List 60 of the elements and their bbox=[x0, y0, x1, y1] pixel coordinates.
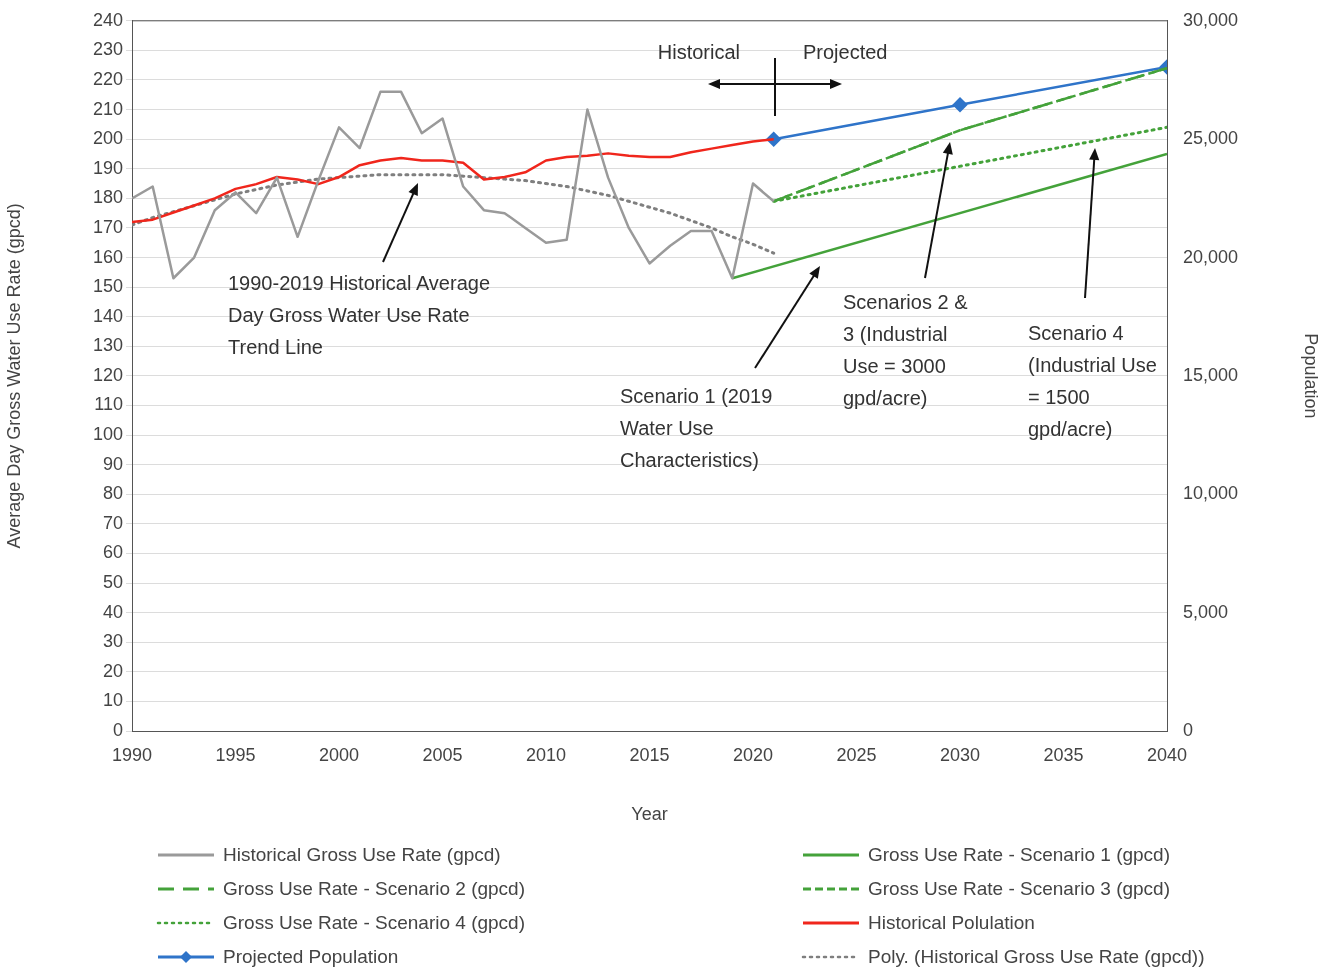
legend-label: Projected Population bbox=[223, 946, 399, 968]
y-tick-label: 10 bbox=[102, 690, 123, 711]
legend-label: Gross Use Rate - Scenario 3 (gpcd) bbox=[868, 878, 1171, 900]
annotation: 1990-2019 Historical Average Day Gross Water Use Rate Trend Line bbox=[228, 271, 492, 360]
y-tick-label: 190 bbox=[92, 157, 123, 178]
y-tick-label: 90 bbox=[102, 453, 123, 474]
legend-label: Historical Polulation bbox=[868, 912, 1035, 934]
y2-tick-label: 10,000 bbox=[1183, 483, 1239, 504]
legend-label: Poly. (Historical Gross Use Rate (gpcd)) bbox=[868, 946, 1205, 968]
y-tick-label: 80 bbox=[102, 483, 123, 504]
y-tick-label: 60 bbox=[102, 542, 123, 563]
annotation: Scenario 1 (2019 Water Use Characteristics) bbox=[620, 384, 774, 473]
y2-tick-label: 20,000 bbox=[1183, 246, 1239, 267]
y-tick-label: 160 bbox=[92, 246, 123, 267]
annotation: Scenarios 2 & 3 (Industrial Use = 3000 gpd/acre) bbox=[843, 290, 969, 411]
y-tick-label: 70 bbox=[102, 512, 123, 533]
legend-label: Gross Use Rate - Scenario 2 (gpcd) bbox=[223, 878, 526, 900]
legend-label: Gross Use Rate - Scenario 1 (gpcd) bbox=[868, 844, 1171, 866]
y-tick-label: 0 bbox=[112, 719, 123, 740]
x-tick-label: 2000 bbox=[318, 744, 360, 765]
y-tick-label: 130 bbox=[92, 335, 123, 356]
y-tick-label: 140 bbox=[92, 305, 123, 326]
y-tick-label: 110 bbox=[94, 394, 123, 415]
x-tick-label: 1990 bbox=[111, 744, 153, 765]
y-tick-label: 40 bbox=[102, 601, 123, 622]
annotation: Scenario 4 (Industrial Use = 1500 gpd/acre) bbox=[1028, 321, 1158, 442]
y2-axis-title: Population bbox=[1301, 333, 1322, 419]
y-tick-label: 210 bbox=[92, 98, 123, 119]
x-tick-label: 1995 bbox=[215, 744, 256, 765]
y2-tick-label: 25,000 bbox=[1183, 128, 1239, 149]
y-tick-label: 220 bbox=[92, 68, 123, 89]
legend-label: Historical Gross Use Rate (gpcd) bbox=[223, 844, 501, 866]
y-tick-label: 150 bbox=[92, 276, 123, 297]
x-tick-label: 2005 bbox=[422, 744, 463, 765]
x-tick-label: 2030 bbox=[939, 744, 981, 765]
x-tick-label: 2040 bbox=[1146, 744, 1188, 765]
x-tick-label: 2010 bbox=[525, 744, 567, 765]
y2-tick-label: 15,000 bbox=[1183, 364, 1239, 385]
y-tick-label: 200 bbox=[92, 128, 123, 149]
y-tick-label: 20 bbox=[102, 660, 123, 681]
x-tick-label: 2035 bbox=[1043, 744, 1084, 765]
y2-tick-label: 0 bbox=[1183, 719, 1194, 740]
annotation: Projected bbox=[803, 40, 889, 65]
y-tick-label: 120 bbox=[92, 364, 123, 385]
annotation: Historical bbox=[656, 40, 740, 65]
y-tick-label: 240 bbox=[92, 9, 123, 30]
y2-tick-label: 30,000 bbox=[1183, 9, 1239, 30]
y2-tick-label: 5,000 bbox=[1183, 601, 1229, 622]
x-tick-label: 2020 bbox=[732, 744, 774, 765]
y-tick-label: 230 bbox=[92, 39, 123, 60]
y-tick-label: 180 bbox=[92, 187, 123, 208]
y-tick-label: 30 bbox=[102, 631, 123, 652]
y-axis-title: Average Day Gross Water Use Rate (gpcd) bbox=[3, 203, 24, 549]
y-tick-label: 50 bbox=[102, 572, 123, 593]
y-tick-label: 170 bbox=[92, 216, 123, 237]
x-tick-label: 2025 bbox=[836, 744, 877, 765]
legend-label: Gross Use Rate - Scenario 4 (gpcd) bbox=[223, 912, 526, 934]
x-tick-label: 2015 bbox=[629, 744, 670, 765]
y-tick-label: 100 bbox=[92, 424, 123, 445]
x-axis-title: Year bbox=[631, 804, 668, 825]
